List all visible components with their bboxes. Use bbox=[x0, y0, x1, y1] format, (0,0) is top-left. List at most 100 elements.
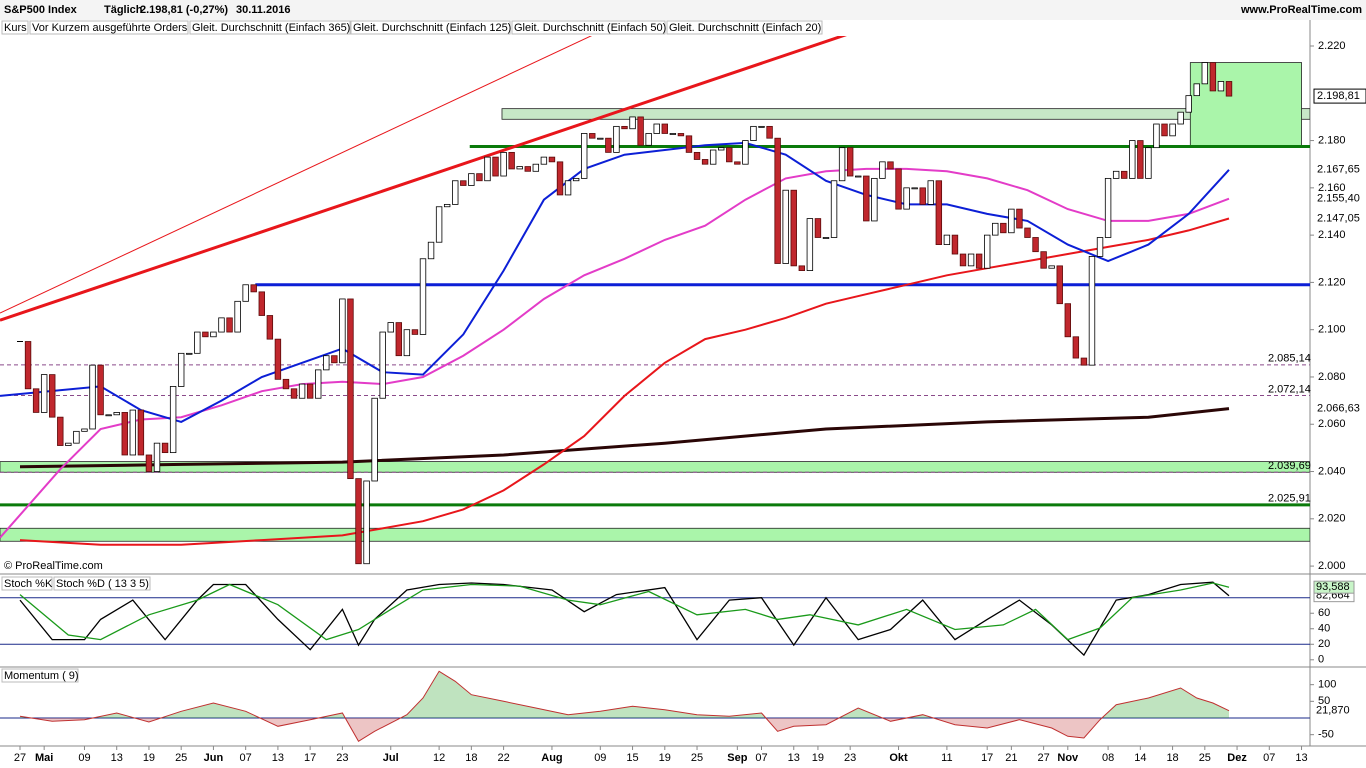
candle bbox=[734, 161, 741, 165]
candle bbox=[830, 180, 838, 238]
y-tick-label: 2.220 bbox=[1318, 40, 1346, 52]
candle bbox=[653, 123, 660, 134]
y-tick-label: 2.080 bbox=[1318, 371, 1346, 383]
candle bbox=[476, 173, 483, 182]
candle bbox=[838, 147, 846, 182]
candle bbox=[935, 180, 943, 245]
legend-text: Gleit. Durchschnitt (Einfach 365) bbox=[192, 22, 350, 34]
price-label-box bbox=[1314, 191, 1366, 206]
candle bbox=[379, 331, 386, 399]
x-tick-label: Sep bbox=[727, 752, 747, 764]
candle bbox=[1201, 62, 1209, 85]
x-tick-label: 13 bbox=[1295, 752, 1307, 764]
legend-text: Momentum ( 9) bbox=[4, 670, 79, 682]
candle bbox=[540, 156, 548, 165]
x-tick-label: 15 bbox=[626, 752, 638, 764]
momentum-line bbox=[19, 670, 1230, 742]
y-tick-label: 60 bbox=[1318, 607, 1330, 619]
price-label-box bbox=[1314, 162, 1366, 177]
panel bbox=[0, 36, 1310, 565]
candle bbox=[983, 234, 991, 269]
x-tick-label: 22 bbox=[497, 752, 509, 764]
candle bbox=[40, 374, 48, 413]
price-label-box bbox=[1314, 211, 1366, 226]
y-tick-label: 2.000 bbox=[1318, 560, 1346, 572]
stoch-line bbox=[19, 581, 1230, 657]
x-tick-label: 07 bbox=[755, 752, 767, 764]
copyright: © ProRealTime.com bbox=[4, 560, 103, 572]
x-tick-label: 25 bbox=[175, 752, 187, 764]
candle bbox=[137, 409, 145, 456]
x-tick-label: 25 bbox=[1199, 752, 1211, 764]
candle bbox=[629, 116, 636, 130]
candle bbox=[1169, 123, 1176, 137]
candle bbox=[580, 133, 588, 179]
quote: 2.198,81 (-0,27%) bbox=[140, 4, 228, 16]
candle bbox=[871, 177, 878, 222]
zone bbox=[501, 108, 1310, 120]
candle bbox=[460, 180, 467, 186]
candle bbox=[742, 140, 749, 165]
candle bbox=[371, 397, 378, 482]
candle bbox=[556, 161, 564, 196]
moving-average bbox=[19, 217, 1230, 546]
candle bbox=[1024, 227, 1031, 238]
candle bbox=[718, 147, 725, 151]
level-label: 2.039,69 bbox=[1268, 460, 1311, 472]
moving-average bbox=[0, 141, 1230, 423]
x-tick-label: 17 bbox=[304, 752, 316, 764]
price-label-box bbox=[1314, 401, 1366, 416]
x-tick-label: 23 bbox=[844, 752, 856, 764]
candle bbox=[1145, 147, 1152, 179]
candle bbox=[685, 135, 693, 153]
candle bbox=[750, 125, 757, 141]
candle bbox=[65, 442, 72, 446]
candle bbox=[298, 383, 306, 399]
candle bbox=[1048, 265, 1055, 269]
price-label: 2.167,65 bbox=[1317, 164, 1360, 176]
candle bbox=[693, 151, 701, 160]
header-bar bbox=[0, 0, 1366, 20]
candle bbox=[250, 284, 257, 293]
candle bbox=[943, 234, 951, 245]
price-label: 2.147,05 bbox=[1317, 212, 1360, 224]
candle bbox=[564, 180, 572, 196]
candle bbox=[782, 189, 789, 264]
period: Täglich bbox=[104, 4, 143, 16]
candle bbox=[1217, 81, 1225, 92]
legend-text: Stoch %K bbox=[4, 578, 53, 590]
candle bbox=[105, 414, 112, 417]
candle bbox=[846, 147, 854, 177]
x-tick-label: 13 bbox=[272, 752, 284, 764]
candle bbox=[1032, 237, 1039, 253]
y-tick-label: 2.040 bbox=[1318, 465, 1346, 477]
x-tick-label: 13 bbox=[111, 752, 123, 764]
candle bbox=[975, 253, 983, 269]
candle bbox=[637, 116, 644, 146]
candle bbox=[403, 329, 411, 357]
candle bbox=[645, 133, 652, 146]
candle bbox=[1072, 336, 1080, 359]
candle bbox=[500, 151, 507, 177]
candle bbox=[605, 137, 612, 153]
y-tick-label: 40 bbox=[1318, 623, 1330, 635]
x-tick-label: 13 bbox=[788, 752, 800, 764]
candle bbox=[919, 187, 926, 205]
legend-box bbox=[1, 576, 53, 591]
candle bbox=[1129, 140, 1136, 179]
candle bbox=[1225, 81, 1233, 97]
candle bbox=[508, 151, 515, 170]
y-tick-label: -50 bbox=[1318, 729, 1334, 741]
legend-text: Kurs bbox=[4, 22, 27, 34]
x-tick-label: 18 bbox=[1166, 752, 1178, 764]
candle bbox=[887, 161, 894, 170]
candle bbox=[774, 137, 781, 264]
y-tick-label: 2.060 bbox=[1318, 418, 1346, 430]
candle bbox=[194, 331, 201, 354]
candle bbox=[258, 291, 265, 316]
y-tick-label: 2.180 bbox=[1318, 134, 1346, 146]
candle bbox=[1209, 62, 1217, 92]
candle bbox=[169, 386, 177, 454]
value-label: 93,588 bbox=[1316, 581, 1350, 593]
candle bbox=[677, 133, 685, 137]
